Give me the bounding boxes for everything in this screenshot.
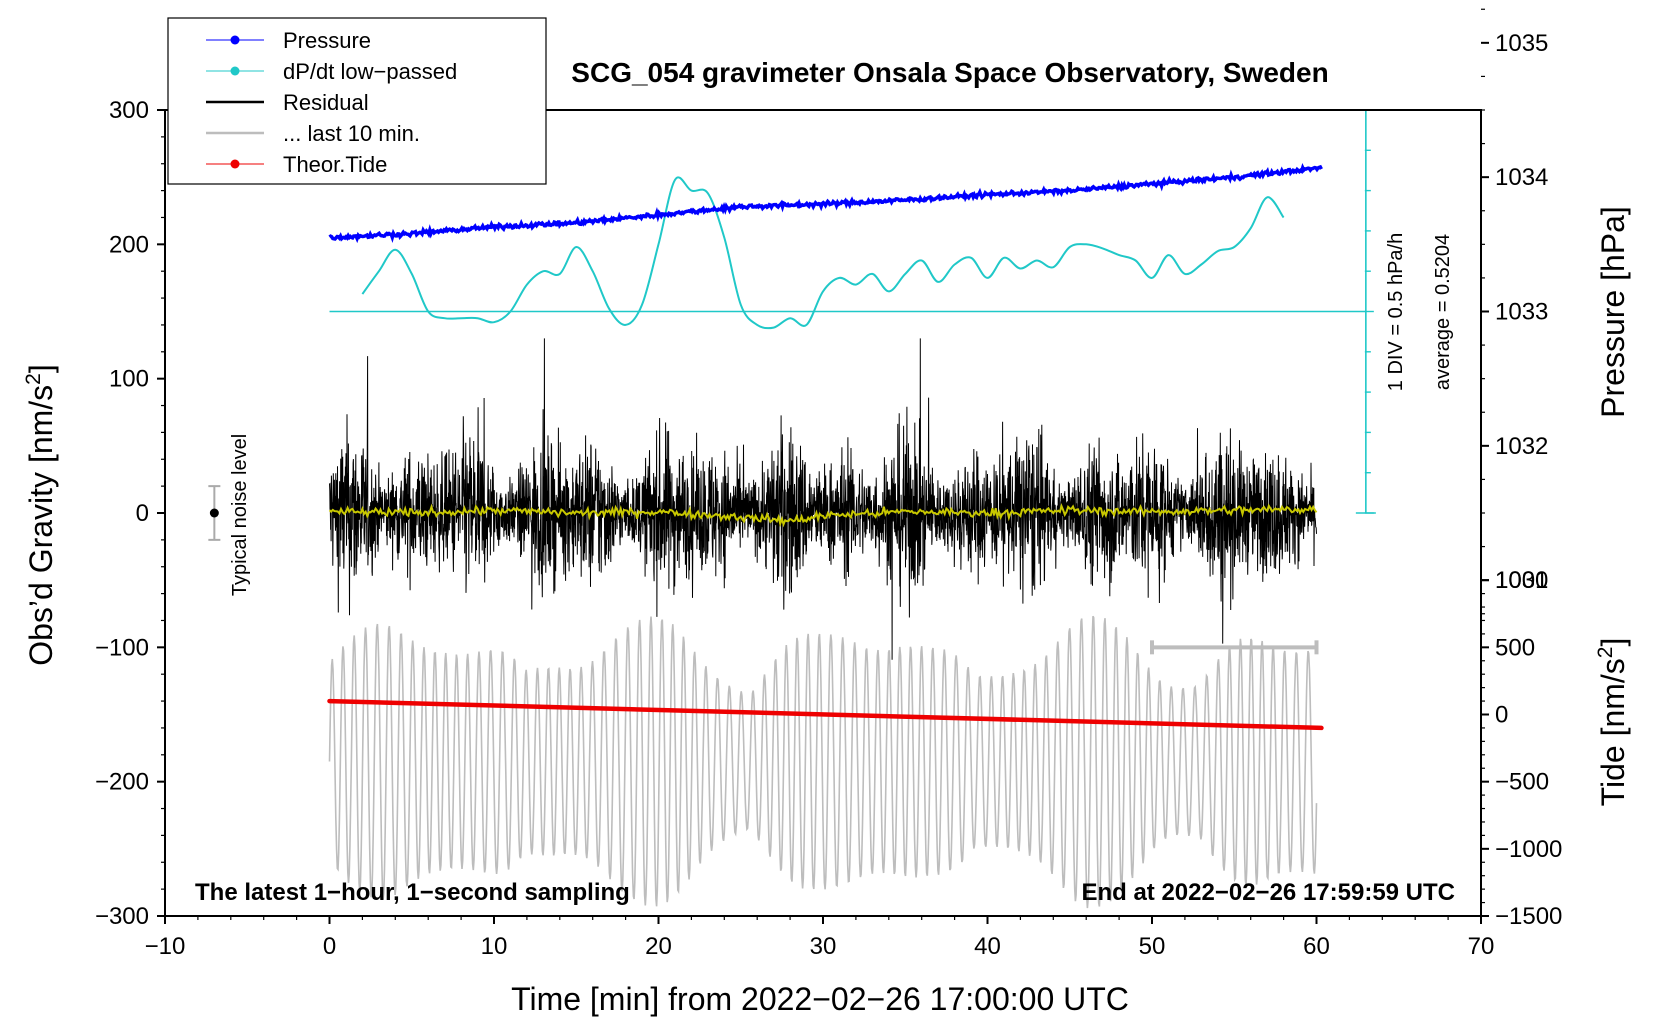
x-axis: −10 0 10 20 30 40 50 60 70 [145,916,1495,960]
tide-label-close: ] [1595,638,1631,647]
residual-smoothed-series [328,503,1318,528]
tide-tick-label: 1000 [1495,567,1548,594]
legend: Pressure dP/dt low−passed Residual ... last… [167,17,547,185]
tide-series [327,698,1324,731]
legend-label-last10: ... last 10 min. [283,121,420,146]
dpdt-line [361,176,1285,330]
tide-tick-label: −1500 [1495,903,1562,930]
x-tick-label: 10 [481,933,508,960]
residual-series [329,338,1317,660]
legend-label-tide: Theor.Tide [283,152,387,177]
tide-label-sup: 2 [1594,647,1617,659]
y-axis-tide: 1000 500 0 −500 −1000 −1500 [1481,567,1562,930]
pressure-tick-label: 1035 [1495,30,1548,57]
last10-series [328,615,1318,909]
legend-label-dpdt: dP/dt low−passed [283,59,457,84]
tide-tick-label: 500 [1495,634,1535,661]
y-axis-label-pressure: Pressure [hPa] [1595,206,1631,418]
tide-line [327,698,1324,731]
x-tick-label: 20 [645,933,672,960]
tide-label-main: Tide [nm/s [1595,658,1631,806]
chart-title: SCG_054 gravimeter Onsala Space Observat… [571,57,1328,88]
gravity-label-close: ] [23,364,59,373]
x-tick-label: 40 [974,933,1001,960]
y-axis-pressure: 1035 1034 1033 1032 1031 [1481,8,1548,648]
y-axis-label-tide: Tide [nm/s2] [1594,638,1631,807]
y-tick-label: 0 [136,500,149,527]
gravity-label-main: Obs’d Gravity [nm/s [23,385,59,666]
x-tick-label: 0 [323,933,336,960]
scale-bar-label: 1 DIV = 0.5 hPa/h [1385,233,1407,391]
residual-smoothed-line [328,503,1318,528]
legend-label-pressure: Pressure [283,28,371,53]
noise-level-label: Typical noise level [229,434,251,596]
pressure-tick-label: 1034 [1495,164,1548,191]
noise-dot [209,508,219,518]
y-tick-label: 100 [109,366,149,393]
residual-line [329,338,1317,660]
x-tick-label: −10 [145,933,186,960]
annotations [208,109,1376,655]
dpdt-series [361,176,1285,330]
gravity-label-sup: 2 [22,373,45,385]
pressure-tick-label: 1033 [1495,299,1548,326]
pressure-line [328,162,1323,244]
x-axis-label: Time [min] from 2022−02−26 17:00:00 UTC [511,981,1129,1017]
x-tick-label: 50 [1139,933,1166,960]
x-tick-label: 60 [1303,933,1330,960]
y-tick-label: −300 [95,903,149,930]
legend-label-residual: Residual [283,90,369,115]
last10-line [328,615,1318,909]
tide-tick-label: 0 [1495,702,1508,729]
pressure-tick-label: 1032 [1495,433,1548,460]
pressure-tick-label: 1031 [1495,567,1548,594]
pressure-series [328,162,1323,244]
legend-dot-dpdt [230,66,240,76]
y-axis-label-gravity: Obs’d Gravity [nm/s2] [22,364,59,666]
tide-tick-label: −500 [1495,769,1549,796]
note-left: The latest 1−hour, 1−second sampling [195,879,630,906]
x-tick-label: 30 [810,933,837,960]
y-axis-gravity: 300 200 100 0 −100 −200 −300 [95,97,165,930]
note-right: End at 2022−02−26 17:59:59 UTC [1081,879,1455,906]
tide-tick-label: −1000 [1495,836,1562,863]
x-tick-label: 70 [1468,933,1495,960]
y-tick-label: 200 [109,231,149,258]
legend-dot-tide [230,159,240,169]
legend-dot-pressure [230,35,240,45]
y-tick-label: −200 [95,769,149,796]
y-tick-label: −100 [95,634,149,661]
scale-average-label: average = 0.5204 [1432,234,1454,390]
y-tick-label: 300 [109,97,149,124]
